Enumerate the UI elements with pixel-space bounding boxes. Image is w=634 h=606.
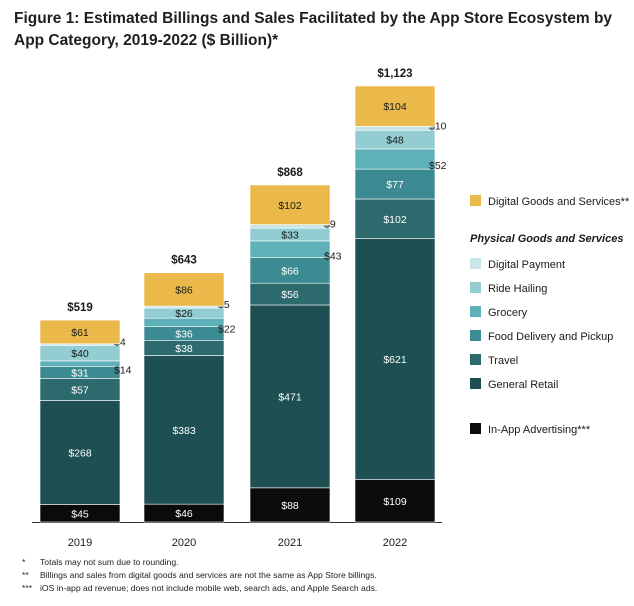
data-label-grocery-2021: $43 xyxy=(324,250,342,262)
footnote-3: *** iOS in-app ad revenue; does not incl… xyxy=(22,582,622,595)
legend-label-ride-hailing: Ride Hailing xyxy=(488,283,547,295)
bar-segment-travel-2022 xyxy=(354,198,436,239)
data-label-food-delivery-and-pickup-2020: $36 xyxy=(175,329,193,341)
footnotes: * Totals may not sum due to rounding. **… xyxy=(22,556,622,595)
bar-segment-digital-payment-2021 xyxy=(249,224,331,229)
data-label-digital-goods-and-services-2019: $61 xyxy=(71,327,89,339)
legend-swatch-in-app-advertising xyxy=(470,423,481,434)
total-label-2020: $643 xyxy=(171,255,197,267)
x-tick-label-2019: 2019 xyxy=(68,537,92,549)
legend-label-grocery: Grocery xyxy=(488,307,528,319)
total-label-2019: $519 xyxy=(67,302,93,314)
legend-label-general-retail: General Retail xyxy=(488,379,558,391)
data-label-general-retail-2022: $621 xyxy=(383,354,407,366)
data-label-travel-2019: $57 xyxy=(71,384,89,396)
data-label-food-delivery-and-pickup-2019: $31 xyxy=(71,367,89,379)
bar-segment-general-retail-2021 xyxy=(249,304,331,489)
footnote-text: iOS in-app ad revenue; does not include … xyxy=(40,583,378,593)
footnote-1: * Totals may not sum due to rounding. xyxy=(22,556,622,569)
data-label-general-retail-2020: $383 xyxy=(172,425,196,437)
bar-segment-digital-goods-and-services-2020 xyxy=(143,272,225,307)
legend-swatch-food-delivery-and-pickup xyxy=(470,330,481,341)
footnote-2: ** Billings and sales from digital goods… xyxy=(22,569,622,582)
footnote-mark: * xyxy=(22,557,26,567)
bar-segment-grocery-2019 xyxy=(39,360,121,367)
data-label-travel-2022: $102 xyxy=(383,214,407,226)
bar-segment-general-retail-2020 xyxy=(143,355,225,505)
bar-segment-grocery-2022 xyxy=(354,148,436,170)
bar-segment-in-app-advertising-2022 xyxy=(354,479,436,523)
bar-segment-digital-goods-and-services-2019 xyxy=(39,319,121,345)
footnote-text: Billings and sales from digital goods an… xyxy=(40,570,377,580)
data-label-digital-goods-and-services-2022: $104 xyxy=(383,101,407,113)
legend-swatch-general-retail xyxy=(470,378,481,389)
data-label-digital-goods-and-services-2020: $86 xyxy=(175,284,193,296)
bar-segment-general-retail-2022 xyxy=(354,238,436,480)
x-tick-label-2021: 2021 xyxy=(278,537,302,549)
x-tick-label-2020: 2020 xyxy=(172,537,196,549)
data-label-general-retail-2021: $471 xyxy=(278,391,302,403)
legend-group-heading: Physical Goods and Services xyxy=(470,233,623,245)
footnote-text: Totals may not sum due to rounding. xyxy=(40,557,179,567)
bar-segment-food-delivery-and-pickup-2022 xyxy=(354,168,436,200)
footnote-mark: *** xyxy=(22,583,33,593)
legend-swatch-grocery xyxy=(470,306,481,317)
total-label-2021: $868 xyxy=(277,167,303,179)
data-label-general-retail-2019: $268 xyxy=(68,448,92,460)
data-label-ride-hailing-2022: $48 xyxy=(386,135,404,147)
data-label-digital-goods-and-services-2021: $102 xyxy=(278,200,302,212)
legend-label-digital-goods-and-services: Digital Goods and Services** xyxy=(488,196,630,208)
legend-swatch-digital-payment xyxy=(470,258,481,269)
legend-swatch-digital-goods-and-services xyxy=(470,195,481,206)
bar-segment-in-app-advertising-2021 xyxy=(249,487,331,523)
legend-swatch-ride-hailing xyxy=(470,282,481,293)
data-label-travel-2020: $38 xyxy=(175,343,193,355)
bar-segment-digital-payment-2022 xyxy=(354,126,436,131)
legend-label-food-delivery-and-pickup: Food Delivery and Pickup xyxy=(488,331,613,343)
data-label-food-delivery-and-pickup-2022: $77 xyxy=(386,179,404,191)
data-label-in-app-advertising-2019: $45 xyxy=(71,508,89,520)
chart-title: Figure 1: Estimated Billings and Sales F… xyxy=(14,10,613,49)
legend-swatch-travel xyxy=(470,354,481,365)
data-label-ride-hailing-2021: $33 xyxy=(281,230,299,242)
data-label-in-app-advertising-2021: $88 xyxy=(281,500,299,512)
data-label-grocery-2020: $22 xyxy=(218,323,236,335)
data-label-ride-hailing-2020: $26 xyxy=(175,308,193,320)
total-label-2022: $1,123 xyxy=(377,68,412,80)
data-label-in-app-advertising-2020: $46 xyxy=(175,508,193,520)
data-label-in-app-advertising-2022: $109 xyxy=(383,496,407,508)
legend-label-digital-payment: Digital Payment xyxy=(488,259,565,271)
x-tick-label-2022: 2022 xyxy=(383,537,407,549)
data-label-grocery-2019: $14 xyxy=(114,365,132,377)
data-label-food-delivery-and-pickup-2021: $66 xyxy=(281,265,299,277)
bar-segment-digital-goods-and-services-2022 xyxy=(354,85,436,127)
data-label-travel-2021: $56 xyxy=(281,289,299,301)
data-label-ride-hailing-2019: $40 xyxy=(71,348,89,360)
legend-label-in-app-advertising: In-App Advertising*** xyxy=(488,424,591,436)
data-label-grocery-2022: $52 xyxy=(429,160,447,172)
legend-label-travel: Travel xyxy=(488,355,518,367)
bar-segment-grocery-2021 xyxy=(249,240,331,258)
bar-segment-digital-goods-and-services-2021 xyxy=(249,184,331,225)
footnote-mark: ** xyxy=(22,570,29,580)
